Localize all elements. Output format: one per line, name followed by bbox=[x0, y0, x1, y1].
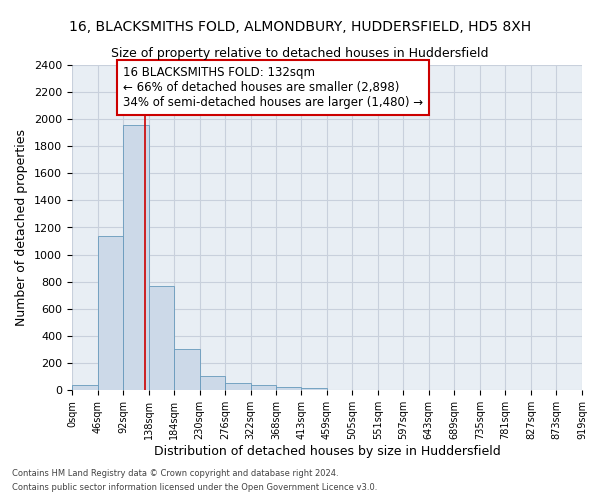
Text: Contains HM Land Registry data © Crown copyright and database right 2024.: Contains HM Land Registry data © Crown c… bbox=[12, 468, 338, 477]
Bar bbox=[174, 350, 200, 390]
Bar bbox=[98, 236, 123, 390]
Bar bbox=[225, 383, 251, 390]
Bar bbox=[149, 286, 174, 390]
Bar bbox=[276, 386, 301, 390]
Bar bbox=[123, 124, 149, 390]
Text: Size of property relative to detached houses in Huddersfield: Size of property relative to detached ho… bbox=[111, 48, 489, 60]
Text: Contains public sector information licensed under the Open Government Licence v3: Contains public sector information licen… bbox=[12, 484, 377, 492]
Text: 16, BLACKSMITHS FOLD, ALMONDBURY, HUDDERSFIELD, HD5 8XH: 16, BLACKSMITHS FOLD, ALMONDBURY, HUDDER… bbox=[69, 20, 531, 34]
Bar bbox=[200, 376, 225, 390]
X-axis label: Distribution of detached houses by size in Huddersfield: Distribution of detached houses by size … bbox=[154, 444, 500, 458]
Y-axis label: Number of detached properties: Number of detached properties bbox=[16, 129, 28, 326]
Bar bbox=[72, 384, 98, 390]
Bar bbox=[251, 384, 276, 390]
Text: 16 BLACKSMITHS FOLD: 132sqm
← 66% of detached houses are smaller (2,898)
34% of : 16 BLACKSMITHS FOLD: 132sqm ← 66% of det… bbox=[123, 66, 423, 110]
Bar bbox=[301, 388, 327, 390]
